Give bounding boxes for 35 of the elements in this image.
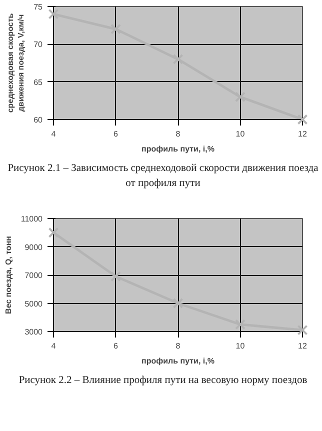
- x-tick-label: 6: [114, 130, 119, 138]
- x-tick-label: 10: [236, 342, 246, 350]
- y-tick-label: 3000: [24, 328, 44, 336]
- point: [110, 271, 121, 282]
- point: [297, 114, 308, 125]
- point: [297, 324, 308, 336]
- y-tick-label: 11000: [20, 214, 44, 224]
- y-tick-label: 9000: [24, 242, 44, 252]
- point: [172, 298, 184, 308]
- x-tick-label: 4: [51, 130, 56, 138]
- point: [48, 227, 59, 238]
- point: [235, 92, 246, 102]
- x-tick-label: 8: [176, 130, 181, 138]
- text: Рисунок 2.1 – Зависимость среднеходовой скорости движения поезда от профиля пути: [6, 162, 320, 191]
- y-tick-label: 60: [34, 116, 44, 124]
- x-axis-title: профиль пути, i,%: [142, 356, 214, 366]
- y-axis-title: Вес поезда, Q, тонн: [4, 236, 13, 314]
- point: [48, 8, 59, 20]
- x-tick-label: 6: [114, 342, 119, 350]
- text: Рисунок 2.2 – Влияние профиля пути на весовую норму поездов: [18, 374, 308, 388]
- y-tick-label: 5000: [24, 299, 44, 308]
- point: [172, 54, 184, 64]
- y-axis-title: среднеходовая скорость движения поезда, V,км/ч: [6, 13, 26, 113]
- y-tick-label: 65: [34, 78, 44, 87]
- x-tick-label: 12: [298, 342, 308, 350]
- x-tick-label: 4: [51, 342, 56, 350]
- y-tick-label: 70: [34, 40, 44, 50]
- x-tick-label: 12: [298, 130, 308, 138]
- point: [235, 319, 246, 330]
- point: [110, 24, 121, 34]
- y-tick-label: 75: [34, 2, 44, 12]
- x-axis-title: профиль пути, i,%: [142, 144, 214, 154]
- x-tick-label: 8: [176, 342, 181, 350]
- y-tick-label: 7000: [24, 271, 44, 280]
- x-tick-label: 10: [236, 130, 246, 138]
